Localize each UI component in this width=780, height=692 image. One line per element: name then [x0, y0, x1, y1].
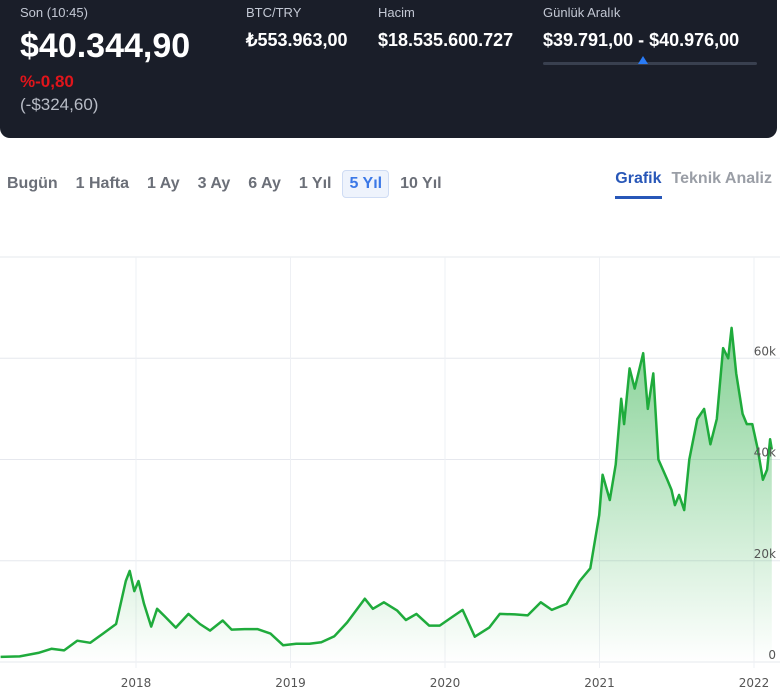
range-label: Günlük Aralık [543, 5, 621, 20]
x-tick-label: 2019 [275, 676, 306, 690]
period-tab[interactable]: 5 Yıl [342, 170, 390, 198]
quote-header: Son (10:45) $40.344,90 %-0,80 (-$324,60)… [0, 0, 777, 138]
view-tab[interactable]: Grafik [615, 170, 662, 199]
price-chart: 2018 2019 2020 2021 2022 0 20k 40k 60k [0, 256, 780, 690]
period-tab[interactable]: Bugün [7, 175, 58, 192]
period-tab[interactable]: 1 Hafta [75, 175, 130, 192]
period-tabs: Bugün 1 Hafta 1 Ay 3 Ay 6 Ay 1 Yıl 5 Yıl 10 Yıl [0, 170, 449, 198]
pair-label: BTC/TRY [246, 5, 302, 20]
period-tab[interactable]: 10 Yıl [400, 175, 442, 192]
y-tick-label: 40k [754, 446, 776, 460]
price-area [0, 327, 772, 662]
x-tick-label: 2020 [430, 676, 461, 690]
period-tab[interactable]: 6 Ay [248, 175, 281, 192]
x-tick-label: 2018 [121, 676, 152, 690]
view-tab[interactable]: Teknik Analiz [671, 170, 772, 187]
x-tick-label: 2022 [739, 676, 770, 690]
x-tick-label: 2021 [584, 676, 615, 690]
period-tab[interactable]: 1 Ay [147, 175, 180, 192]
pair-value: ₺553.963,00 [246, 30, 348, 50]
period-tab[interactable]: 3 Ay [197, 175, 231, 192]
view-tabs: Grafik Teknik Analiz [615, 170, 772, 199]
range-marker [637, 56, 648, 64]
last-label: Son (10:45) [20, 5, 88, 20]
last-price: $40.344,90 [20, 27, 191, 65]
volume-value: $18.535.600.727 [378, 30, 514, 50]
volume-label: Hacim [378, 5, 415, 20]
y-tick-label: 20k [754, 547, 776, 561]
y-tick-label: 60k [754, 344, 776, 358]
daily-range-bar [543, 56, 757, 65]
change-amount: (-$324,60) [20, 95, 99, 114]
period-tab[interactable]: 1 Yıl [298, 175, 332, 192]
change-percent: %-0,80 [20, 72, 74, 91]
range-value: $39.791,00 - $40.976,00 [543, 30, 740, 50]
y-tick-label: 0 [768, 648, 776, 662]
price-line [0, 326, 774, 659]
